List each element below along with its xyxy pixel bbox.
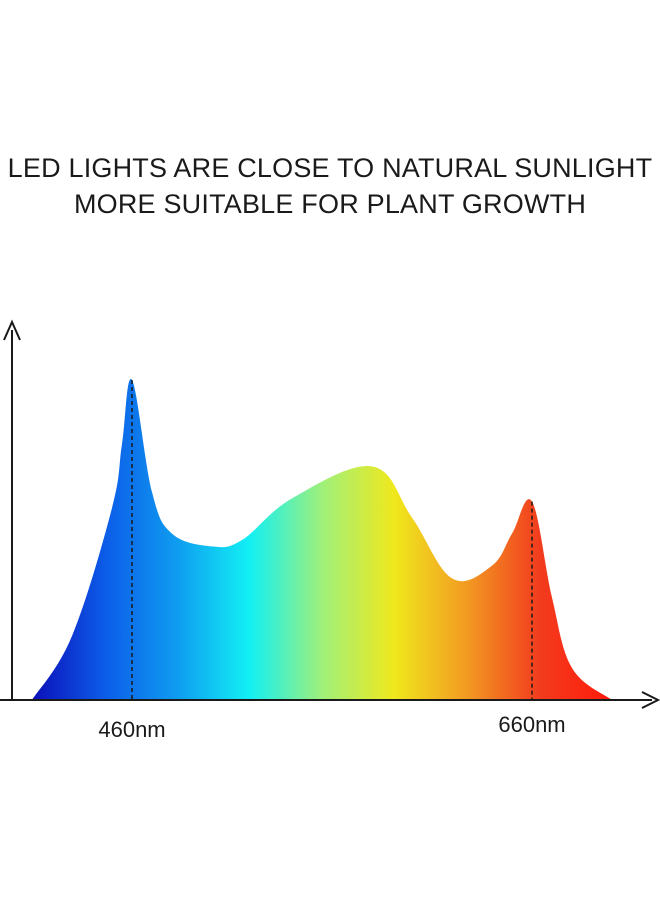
marker-label-460: 460nm [98, 717, 165, 742]
title-line-2: MORE SUITABLE FOR PLANT GROWTH [73, 189, 587, 219]
spectrum-area [32, 379, 612, 700]
marker-label-660: 660nm [498, 712, 565, 737]
title-line-1: LED LIGHTS ARE CLOSE TO NATURAL SUNLIGHT [7, 153, 653, 183]
y-axis-arrow [3, 319, 21, 341]
chart-title: LED LIGHTS ARE CLOSE TO NATURAL SUNLIGHT… [0, 150, 660, 222]
x-axis-arrow [641, 691, 660, 709]
